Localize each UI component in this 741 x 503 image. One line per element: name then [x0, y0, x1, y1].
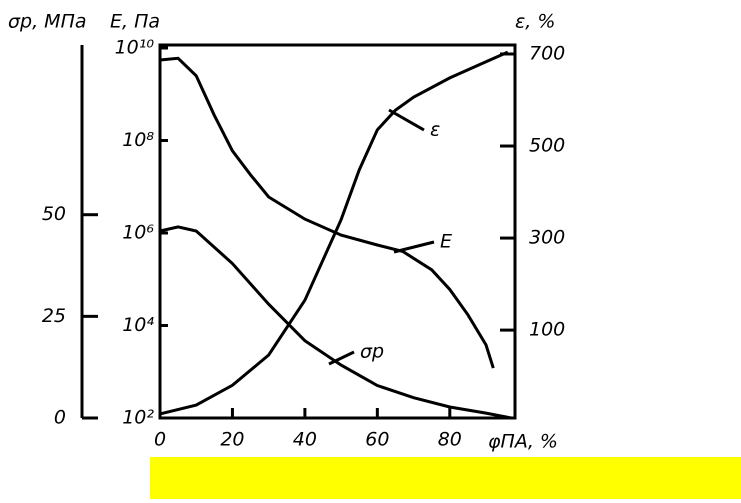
y3-tick-label: 0 — [54, 407, 66, 429]
x-axis-title: φПА, % — [488, 431, 558, 453]
y3-axis-title: σp, МПа — [8, 11, 87, 33]
x-tick-label: 40 — [293, 429, 317, 451]
y2-tick-label: 100 — [529, 319, 565, 341]
x-tick-label: 80 — [438, 429, 462, 451]
y-tick-label: 10⁴ — [122, 314, 154, 336]
x-tick-label: 0 — [154, 429, 166, 451]
label-leader — [388, 108, 425, 132]
y-axis-title: E, Па — [110, 11, 160, 33]
y2-tick-label: 300 — [529, 227, 565, 249]
y2-tick-label: 700 — [529, 42, 565, 64]
label-leader — [393, 240, 435, 254]
y-tick-label: 10⁸ — [122, 129, 154, 151]
y3-tick-label: 50 — [42, 203, 66, 225]
y-tick-label: 10⁶ — [122, 222, 154, 244]
y2-tick-label: 500 — [529, 135, 565, 157]
y-tick-label: 10¹⁰ — [115, 37, 155, 59]
series-label: σp — [360, 341, 384, 363]
x-tick-label: 60 — [365, 429, 389, 451]
x-tick-label: 20 — [220, 429, 244, 451]
series-line — [159, 56, 495, 369]
series-line — [159, 50, 509, 416]
series-label: ε — [430, 119, 440, 141]
label-leader — [328, 350, 355, 366]
y-tick-label: 10² — [122, 407, 154, 429]
y3-tick-label: 25 — [42, 305, 66, 327]
y2-axis-title: ε, % — [515, 11, 555, 33]
series-label: E — [440, 231, 452, 253]
series-line — [159, 225, 512, 420]
highlight-box — [150, 457, 741, 499]
